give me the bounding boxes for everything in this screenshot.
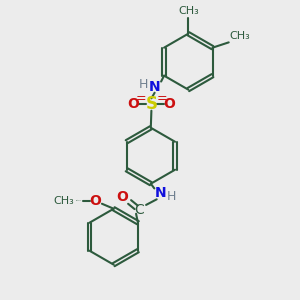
Text: N: N bbox=[149, 80, 161, 94]
Text: O: O bbox=[164, 97, 176, 111]
Text: CH₃: CH₃ bbox=[178, 6, 199, 16]
Text: O: O bbox=[89, 194, 101, 208]
Text: H: H bbox=[139, 78, 148, 91]
Text: CH₃: CH₃ bbox=[230, 31, 250, 41]
Text: O: O bbox=[116, 190, 128, 204]
Text: C: C bbox=[135, 203, 145, 217]
Text: N: N bbox=[154, 186, 166, 200]
Text: =: = bbox=[136, 92, 146, 105]
Text: O: O bbox=[127, 97, 139, 111]
Text: CH₃: CH₃ bbox=[53, 196, 74, 206]
Text: methoxy: methoxy bbox=[75, 200, 82, 201]
Text: =: = bbox=[156, 92, 167, 105]
Text: S: S bbox=[146, 95, 158, 113]
Text: H: H bbox=[167, 190, 176, 203]
